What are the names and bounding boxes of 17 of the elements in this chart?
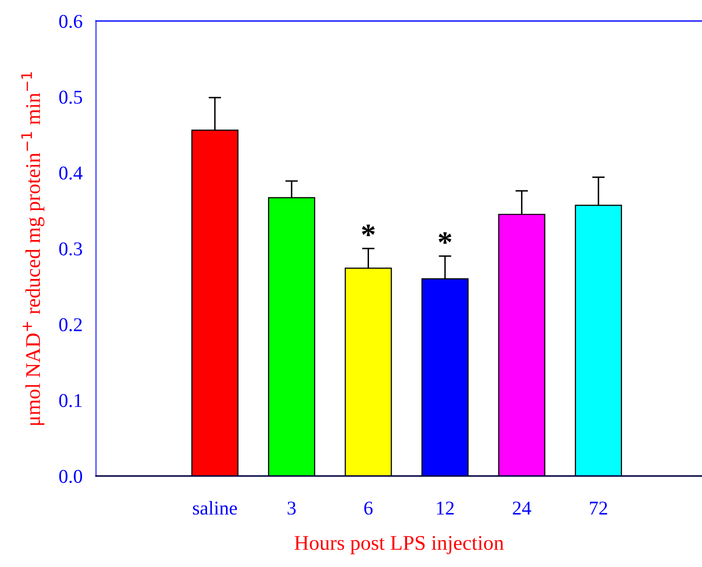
y-tick-label: 0.1 xyxy=(59,394,82,408)
annotation: * xyxy=(362,224,375,236)
y-tick-label: 0.5 xyxy=(59,90,82,104)
x-tick-label: saline xyxy=(193,501,237,515)
y-tick-label: 0.4 xyxy=(59,166,82,180)
y-tick-label: 0.0 xyxy=(59,470,82,484)
x-tick-label: 6 xyxy=(364,502,373,515)
y-axis-title: μmol NAD$^{+}$ reduced mg protein$^{−1}$ min$^{−1}$ xyxy=(21,72,44,425)
x-tick-label: 72 xyxy=(590,502,608,514)
x-tick-label: 24 xyxy=(512,502,532,514)
y-tick-label: 0.2 xyxy=(59,318,82,332)
x-tick-label: 3 xyxy=(288,502,296,515)
x-tick-label: 12 xyxy=(437,502,454,514)
annotation: * xyxy=(438,232,452,244)
y-tick-label: 0.3 xyxy=(59,242,82,256)
x-axis-title: Hours post LPS injection xyxy=(294,536,504,554)
y-tick-label: 0.6 xyxy=(59,14,82,28)
